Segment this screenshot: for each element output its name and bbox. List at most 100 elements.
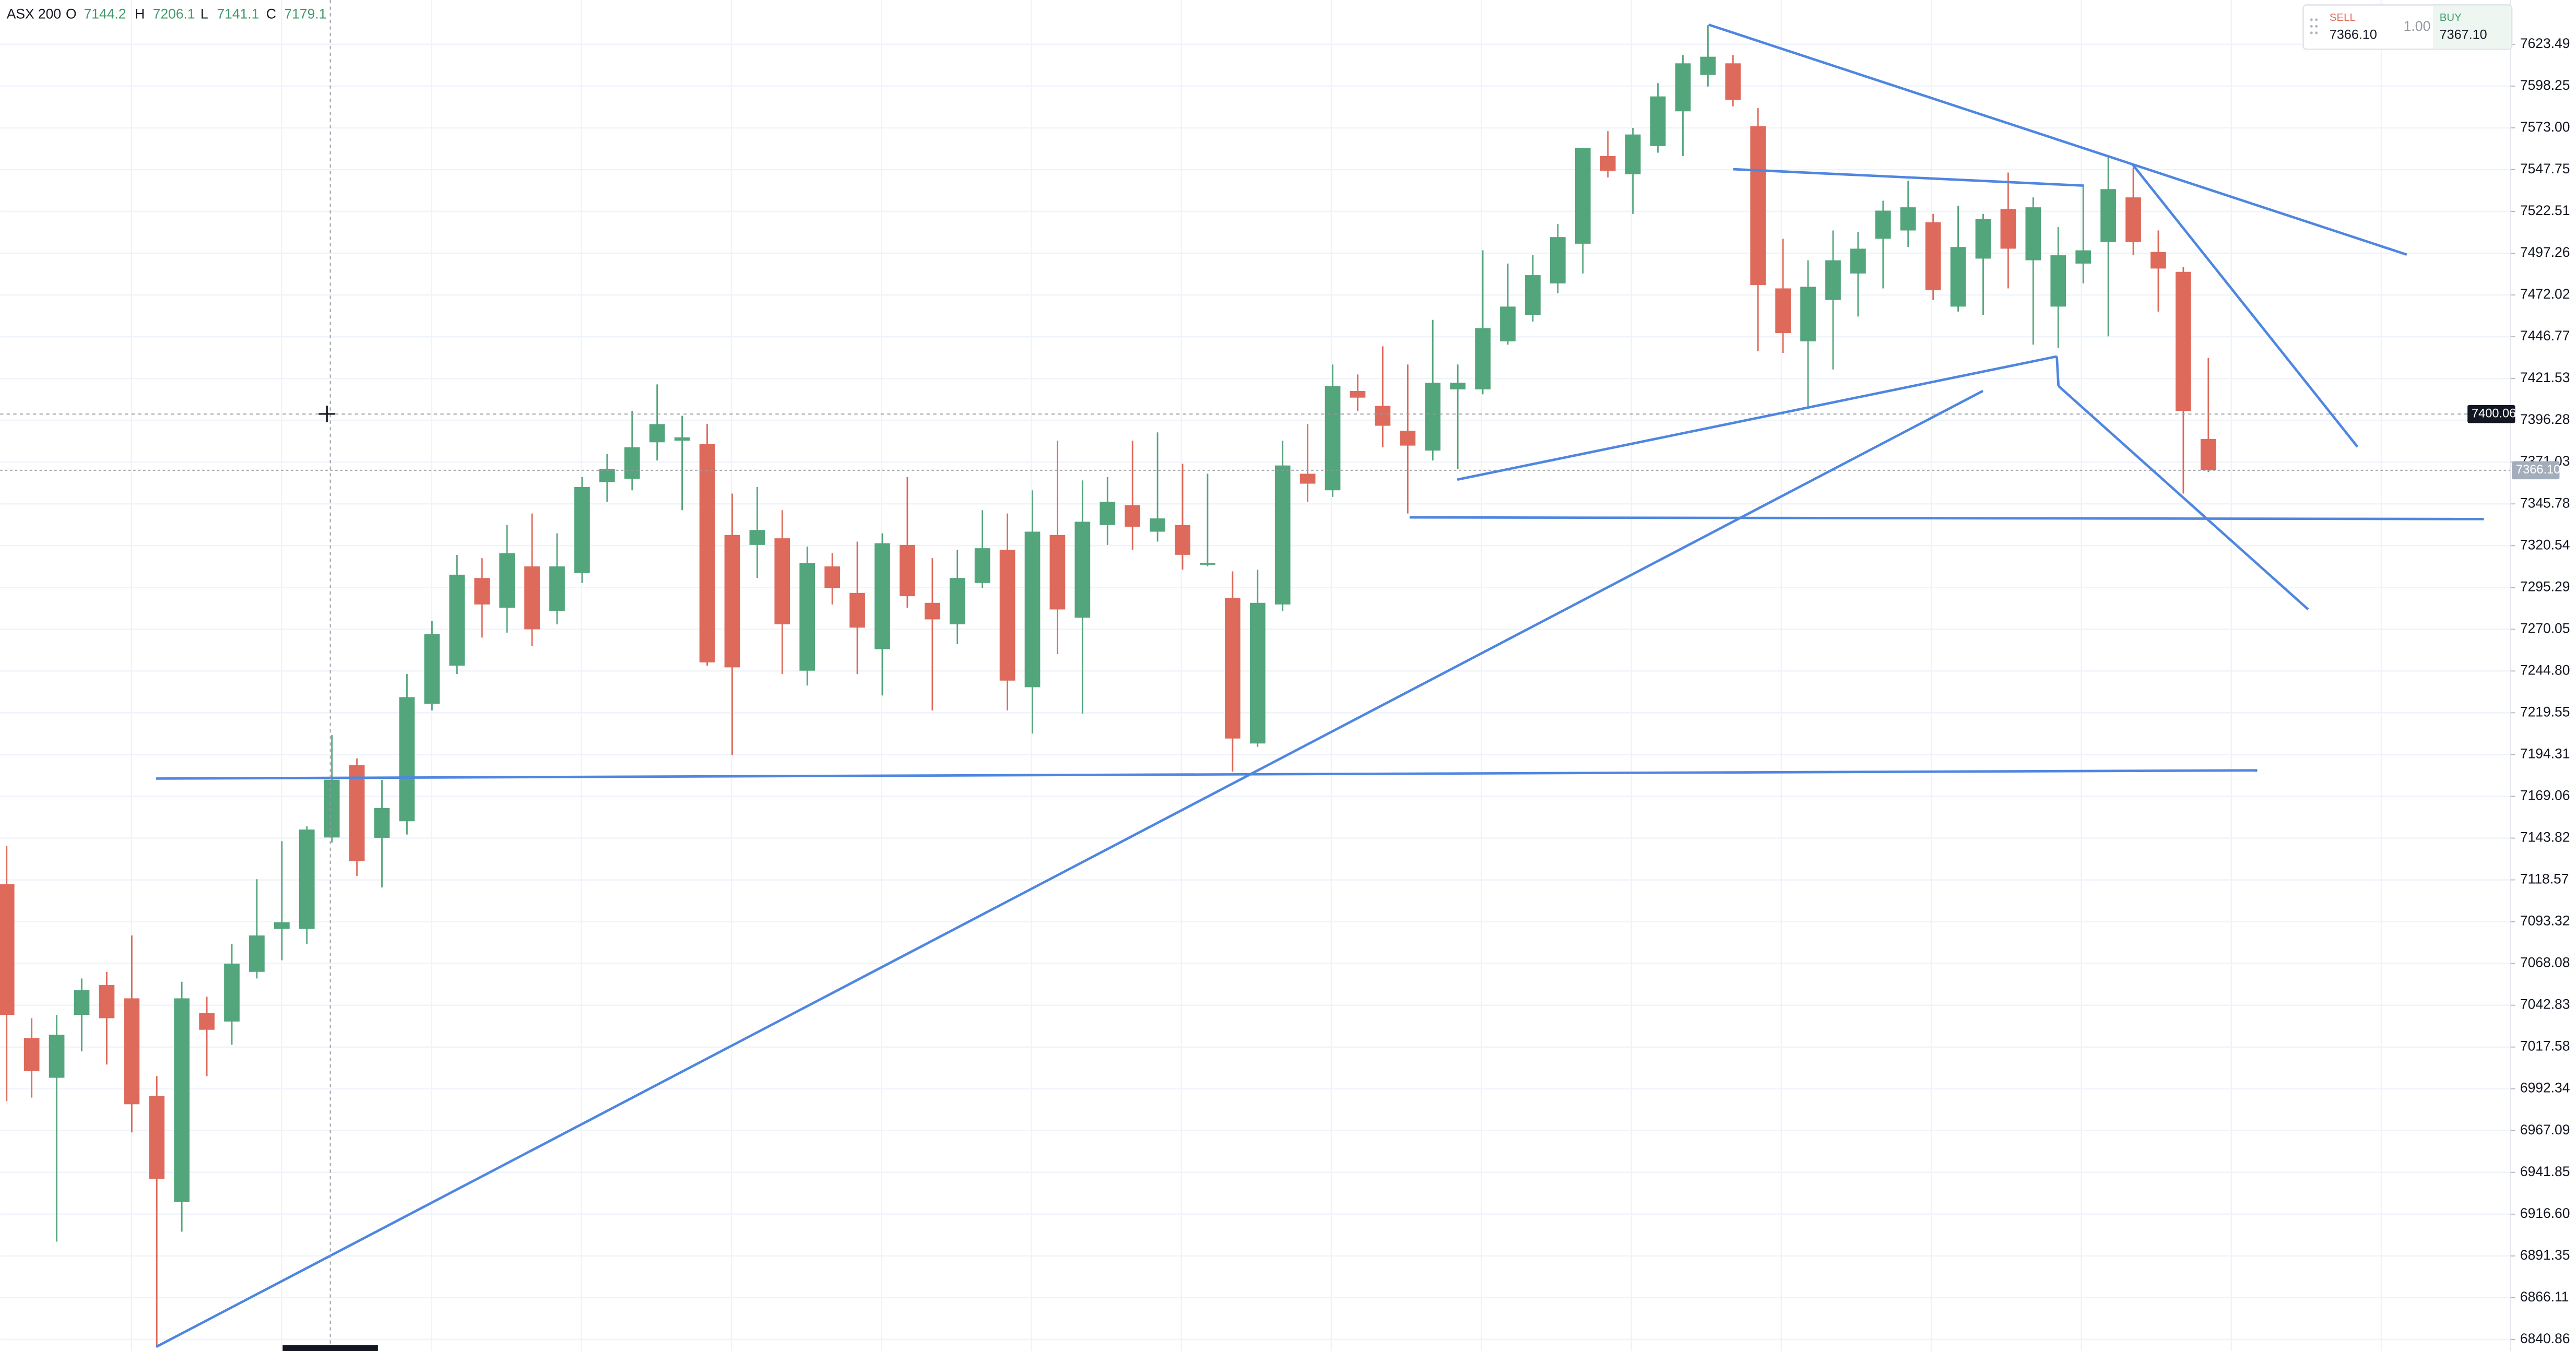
candle-body — [1850, 248, 1866, 274]
candle-body — [1650, 96, 1666, 146]
candle-body — [424, 634, 440, 704]
candle-body — [1225, 598, 1240, 739]
trade-panel: SELL 7366.10 1.00 BUY 7367.10 — [2302, 4, 2513, 50]
buy-label[interactable]: BUY — [2440, 11, 2462, 23]
candle-body — [1575, 147, 1591, 244]
candle-body — [2176, 271, 2191, 411]
y-tick-label: 7017.58 — [2520, 1038, 2570, 1054]
candle-body — [1825, 260, 1841, 300]
trend-line — [2058, 385, 2309, 611]
price-axis — [2510, 0, 2576, 1351]
candle-body — [249, 935, 265, 972]
candle-body — [1299, 473, 1316, 484]
candle-body — [1950, 247, 1966, 307]
candle-body — [149, 1096, 165, 1179]
ohlc-value: 7144.2 — [84, 6, 126, 21]
last-price-label: 7366.10 — [2516, 463, 2560, 476]
candle-body — [1024, 531, 1041, 688]
candle-body — [1600, 156, 1616, 171]
candle-body — [1100, 502, 1116, 525]
candle-body — [299, 829, 315, 929]
candle-body — [474, 578, 490, 605]
candle-body — [1375, 406, 1391, 426]
candle-body — [199, 1013, 215, 1030]
buy-box[interactable] — [2433, 6, 2511, 49]
trend-line — [1733, 168, 2084, 187]
candle-body — [1350, 391, 1366, 398]
y-tick-label: 7042.83 — [2520, 997, 2570, 1012]
y-tick-label: 7598.25 — [2520, 77, 2570, 93]
candle-body — [1550, 237, 1566, 283]
candle-body — [1700, 56, 1716, 75]
candle-body — [599, 469, 615, 482]
y-tick-label: 7446.77 — [2520, 328, 2570, 343]
ohlc-label: L — [200, 6, 208, 21]
trend-line — [1457, 355, 2058, 481]
y-tick-label: 7194.31 — [2520, 745, 2570, 761]
buy-price[interactable]: 7367.10 — [2440, 27, 2487, 42]
trend-line — [155, 389, 1984, 1348]
candle-body — [849, 592, 865, 628]
trend-line — [2055, 356, 2060, 386]
candle-body — [974, 548, 990, 583]
candle-body — [524, 566, 540, 630]
y-tick-label: 7219.55 — [2520, 704, 2570, 719]
candle-body — [674, 437, 690, 441]
y-tick-label: 6992.34 — [2520, 1080, 2570, 1096]
candle-body — [924, 602, 940, 620]
price-axis-labels: 7623.49 7598.25 7573.00 7547.75 7522.51 7497.… — [2510, 0, 2570, 1351]
y-tick-label: 7093.32 — [2520, 913, 2570, 929]
candle-body — [0, 884, 15, 1015]
candles — [0, 25, 2510, 1346]
y-tick-label: 6941.85 — [2520, 1164, 2570, 1179]
ohlc-label: H — [135, 6, 145, 21]
candle-body — [2200, 439, 2216, 470]
candle-body — [1450, 383, 1466, 389]
candle-body — [124, 998, 140, 1105]
quantity[interactable]: 1.00 — [2403, 18, 2430, 34]
legend-header: ASX 200 O 7144.2 H 7206.1 L 7141.1 C 717… — [7, 6, 327, 21]
candle-body — [549, 566, 565, 611]
candle-body — [2075, 250, 2091, 264]
candle-body — [2100, 189, 2116, 242]
candle-body — [324, 779, 340, 838]
candle-body — [900, 544, 915, 597]
candle-body — [1500, 306, 1516, 341]
candle-body — [2125, 197, 2141, 242]
candle-body — [74, 990, 90, 1015]
sell-label[interactable]: SELL — [2330, 11, 2356, 23]
y-tick-label: 6840.86 — [2520, 1331, 2570, 1346]
trend-line — [2131, 163, 2359, 448]
candle-body — [1200, 563, 1215, 565]
candle-body — [1750, 126, 1766, 286]
trend-line — [156, 769, 2258, 780]
candle-body — [774, 538, 790, 624]
trend-line — [1708, 23, 2407, 256]
candle-body — [875, 543, 890, 649]
candle-body — [1925, 222, 1941, 290]
sell-price[interactable]: 7366.10 — [2330, 27, 2377, 42]
candle-body — [1525, 275, 1541, 315]
candle-body — [349, 765, 365, 861]
candle-body — [224, 963, 240, 1022]
candle-body — [1150, 518, 1165, 532]
y-tick-label: 7244.80 — [2520, 662, 2570, 678]
candle-body — [949, 578, 965, 624]
y-tick-label: 7547.75 — [2520, 161, 2570, 176]
candle-body — [699, 444, 715, 662]
ohlc-value: 7141.1 — [217, 6, 259, 21]
candle-body — [1274, 465, 1291, 605]
candle-body — [274, 922, 290, 929]
y-tick-label: 7472.02 — [2520, 286, 2570, 302]
candle-body — [374, 808, 390, 838]
price-tags: 7366.10 7400.06 — [2467, 405, 2560, 480]
candle-body — [749, 530, 765, 545]
ohlc-value: 7179.1 — [284, 6, 326, 21]
candle-body — [2000, 209, 2016, 249]
candle-body — [2025, 207, 2041, 260]
candle-body — [1900, 207, 1916, 231]
candle-body — [1725, 63, 1741, 100]
candle-body — [99, 985, 115, 1018]
